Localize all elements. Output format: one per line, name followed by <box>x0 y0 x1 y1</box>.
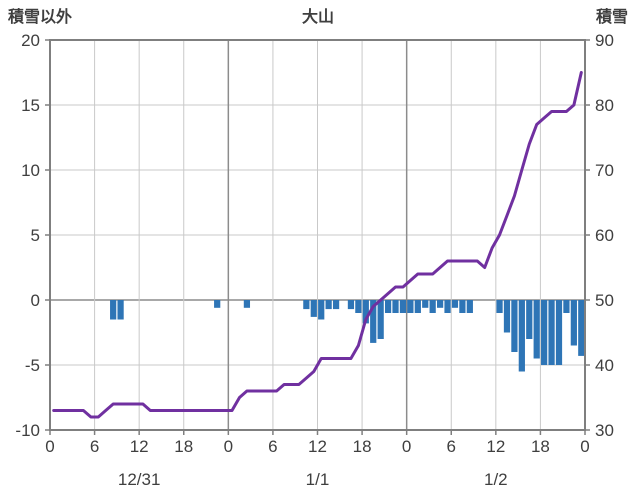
bar <box>578 300 585 356</box>
right-axis-tick-label: 70 <box>595 161 614 180</box>
x-axis-day-label: 1/1 <box>306 470 330 489</box>
left-axis-tick-label: 0 <box>31 291 40 310</box>
x-axis-tick-label: 6 <box>268 437 277 456</box>
bar <box>429 300 436 313</box>
right-axis-tick-label: 90 <box>595 31 614 50</box>
bar <box>355 300 362 313</box>
x-axis-tick-label: 12 <box>130 437 149 456</box>
bar <box>526 300 533 339</box>
bar <box>362 300 369 324</box>
bar <box>518 300 525 372</box>
bar <box>422 300 429 308</box>
bar <box>414 300 421 313</box>
bar <box>243 300 251 308</box>
x-axis-day-label: 12/31 <box>118 470 161 489</box>
x-axis-tick-label: 12 <box>308 437 327 456</box>
bar <box>444 300 451 313</box>
bar <box>214 300 221 308</box>
x-axis-tick-label: 18 <box>531 437 550 456</box>
x-axis-tick-label: 6 <box>447 437 456 456</box>
right-axis-title: 積雪 <box>595 7 628 26</box>
bar <box>310 300 317 317</box>
left-axis-tick-label: 15 <box>21 96 40 115</box>
x-axis-tick-label: 0 <box>580 437 589 456</box>
bar <box>555 300 563 365</box>
x-axis-tick-label: 6 <box>90 437 99 456</box>
right-axis-tick-label: 40 <box>595 356 614 375</box>
bar <box>384 300 392 313</box>
bar <box>436 300 444 308</box>
x-axis-tick-label: 18 <box>174 437 193 456</box>
bar <box>370 300 377 343</box>
bar <box>377 300 384 339</box>
bar <box>347 300 355 310</box>
bar <box>318 300 325 320</box>
x-axis-tick-label: 12 <box>486 437 505 456</box>
left-axis-tick-label: 20 <box>21 31 40 50</box>
left-axis-title: 積雪以外 <box>7 7 72 26</box>
right-axis-tick-label: 30 <box>595 421 614 440</box>
bar <box>110 300 117 320</box>
bar <box>303 300 310 310</box>
bar <box>496 300 503 313</box>
bar <box>117 300 124 320</box>
bar <box>459 300 466 313</box>
bar <box>407 300 414 313</box>
right-axis-tick-label: 60 <box>595 226 614 245</box>
left-axis-tick-label: 5 <box>31 226 40 245</box>
bar <box>451 300 459 308</box>
bar <box>325 300 332 310</box>
bar <box>332 300 340 310</box>
bar <box>511 300 518 352</box>
right-axis-tick-label: 80 <box>595 96 614 115</box>
x-axis-tick-label: 18 <box>353 437 372 456</box>
bar <box>399 300 407 313</box>
right-axis-tick-label: 50 <box>595 291 614 310</box>
chart-title: 大山 <box>302 7 334 26</box>
bar <box>392 300 399 313</box>
snow-depth-line <box>52 71 583 419</box>
left-axis-tick-label: -10 <box>15 421 40 440</box>
x-axis-day-label: 1/2 <box>484 470 508 489</box>
bar <box>466 300 473 313</box>
bar <box>533 300 540 359</box>
left-axis-tick-label: -5 <box>25 356 40 375</box>
bar <box>548 300 555 365</box>
left-axis-tick-label: 10 <box>21 161 40 180</box>
bar <box>563 300 570 313</box>
bar <box>503 300 511 333</box>
x-axis-tick-label: 0 <box>224 437 233 456</box>
bar <box>570 300 577 346</box>
x-axis-tick-label: 0 <box>402 437 411 456</box>
bar <box>541 300 548 365</box>
x-axis-tick-label: 0 <box>45 437 54 456</box>
